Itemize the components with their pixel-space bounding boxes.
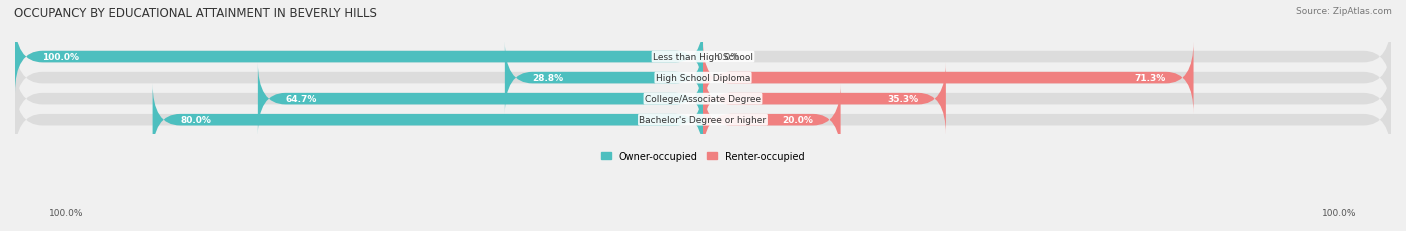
Text: College/Associate Degree: College/Associate Degree: [645, 95, 761, 104]
FancyBboxPatch shape: [703, 42, 1194, 114]
Text: 71.3%: 71.3%: [1135, 74, 1166, 83]
FancyBboxPatch shape: [505, 42, 703, 114]
Text: 35.3%: 35.3%: [887, 95, 918, 104]
FancyBboxPatch shape: [257, 63, 703, 135]
FancyBboxPatch shape: [15, 63, 1391, 135]
FancyBboxPatch shape: [15, 84, 1391, 156]
Text: 20.0%: 20.0%: [782, 116, 813, 125]
FancyBboxPatch shape: [15, 21, 1391, 94]
Text: 28.8%: 28.8%: [533, 74, 564, 83]
Text: 0.0%: 0.0%: [717, 53, 740, 62]
FancyBboxPatch shape: [15, 42, 1391, 114]
Text: Bachelor's Degree or higher: Bachelor's Degree or higher: [640, 116, 766, 125]
FancyBboxPatch shape: [703, 84, 841, 156]
Legend: Owner-occupied, Renter-occupied: Owner-occupied, Renter-occupied: [598, 147, 808, 165]
Text: 100.0%: 100.0%: [1322, 208, 1357, 217]
Text: 100.0%: 100.0%: [42, 53, 80, 62]
FancyBboxPatch shape: [703, 63, 946, 135]
Text: High School Diploma: High School Diploma: [655, 74, 751, 83]
Text: 80.0%: 80.0%: [180, 116, 211, 125]
FancyBboxPatch shape: [15, 21, 703, 94]
FancyBboxPatch shape: [153, 84, 703, 156]
Text: Less than High School: Less than High School: [652, 53, 754, 62]
Text: 64.7%: 64.7%: [285, 95, 316, 104]
Text: OCCUPANCY BY EDUCATIONAL ATTAINMENT IN BEVERLY HILLS: OCCUPANCY BY EDUCATIONAL ATTAINMENT IN B…: [14, 7, 377, 20]
Text: Source: ZipAtlas.com: Source: ZipAtlas.com: [1296, 7, 1392, 16]
Text: 100.0%: 100.0%: [49, 208, 84, 217]
